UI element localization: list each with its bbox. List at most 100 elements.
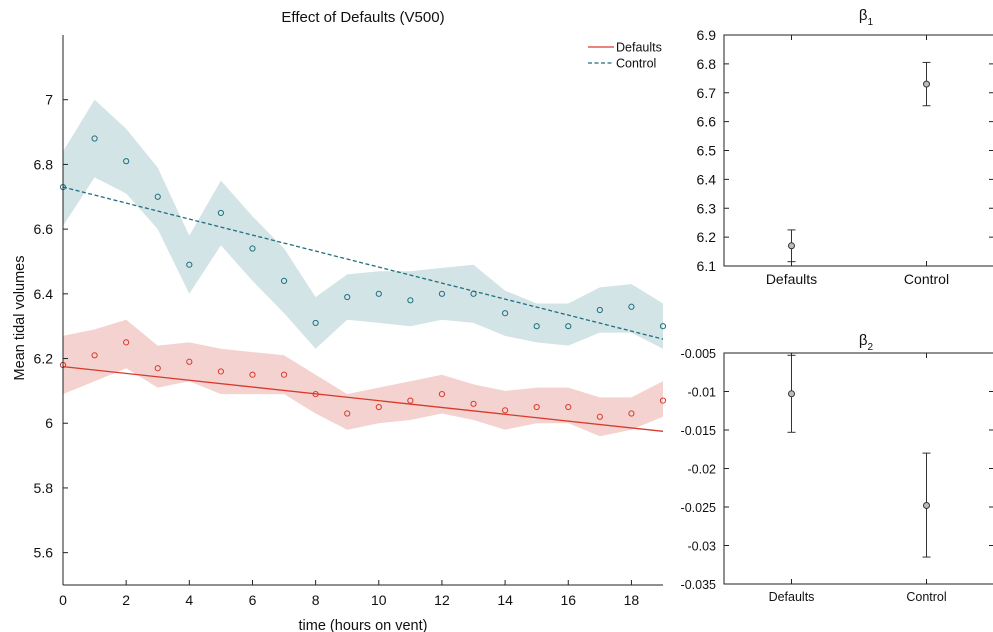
beta1-title-symbol: β	[859, 7, 868, 24]
control-point	[217, 209, 224, 217]
beta2-defaults-point	[788, 390, 795, 398]
beta2-x-tick-label: Defaults	[769, 590, 815, 604]
x-tick-label: 2	[122, 592, 130, 608]
control-trend-line	[62, 186, 664, 340]
y-tick-label: 6	[45, 415, 53, 431]
beta1-defaults-point	[788, 242, 795, 250]
beta2-chart: β2 -0.035 -0.03 -0.025 -0.02 -0.015 -0.01 -0.0…	[681, 332, 993, 604]
control-point	[280, 277, 288, 284]
beta1-x-tick-label: Control	[904, 271, 949, 287]
beta1-control-point	[923, 80, 930, 88]
beta1-y-tick-label: 6.1	[697, 258, 717, 274]
control-point	[312, 319, 319, 327]
defaults-point	[565, 403, 572, 411]
beta2-y-tick-label: -0.02	[688, 463, 717, 477]
defaults-point	[344, 410, 351, 417]
control-point	[91, 135, 98, 142]
y-tick-label: 7	[45, 92, 53, 108]
defaults-trend-line	[62, 365, 664, 432]
control-point	[502, 310, 509, 317]
beta1-y-tick-label: 6.8	[697, 56, 717, 72]
beta2-title-subscript: 2	[868, 342, 874, 353]
defaults-point	[628, 410, 635, 417]
x-tick-label: 16	[560, 592, 576, 608]
beta1-y-tick-label: 6.6	[697, 114, 717, 130]
beta2-y-tick-label: -0.035	[681, 578, 716, 592]
beta1-y-tick-label: 6.5	[697, 143, 717, 159]
beta2-y-tick-label: -0.03	[688, 540, 717, 554]
control-point	[249, 245, 256, 252]
x-tick-label: 4	[185, 592, 193, 608]
x-tick-label: 6	[249, 592, 257, 608]
defaults-point	[659, 397, 667, 404]
defaults-point	[186, 358, 193, 365]
beta1-y-tick-label: 6.4	[697, 171, 717, 187]
control-point	[154, 193, 161, 200]
defaults-point	[438, 391, 446, 398]
defaults-point	[154, 365, 161, 372]
x-tick-label: 18	[624, 592, 640, 608]
beta2-axes-box	[723, 352, 993, 585]
beta2-x-tick-label: Control	[906, 590, 946, 604]
beta1-y-tick-label: 6.2	[697, 229, 717, 245]
beta1-y-tick-label: 6.3	[697, 200, 717, 216]
beta1-axes-box	[723, 34, 993, 267]
control-point	[470, 290, 477, 297]
y-tick-label: 6.2	[34, 351, 54, 367]
beta1-chart: β1 6.1 6.2 6.3 6.4 6.5 6.6 6.7 6.8 6.9 Defaults Co…	[697, 7, 993, 287]
main-y-axis-label: Mean tidal volumes	[12, 256, 28, 381]
y-tick-label: 5.6	[34, 545, 54, 561]
legend: Defaults Control	[588, 41, 662, 71]
defaults-point	[502, 407, 509, 414]
beta1-y-tick-label: 6.7	[697, 85, 717, 101]
defaults-point	[407, 397, 414, 404]
beta2-control-point	[923, 501, 930, 509]
x-tick-label: 12	[434, 592, 450, 608]
beta2-y-tick-label: -0.01	[688, 386, 717, 400]
control-point	[628, 303, 635, 310]
defaults-point	[123, 339, 130, 346]
beta2-title: β2	[859, 332, 874, 353]
main-chart: Effect of Defaults (V500) 0 2 4 6 8 10 12 14 16 1…	[12, 9, 667, 632]
beta2-y-tick-label: -0.005	[681, 347, 716, 361]
defaults-point	[249, 371, 256, 378]
defaults-point	[280, 371, 288, 378]
y-tick-label: 6.6	[34, 221, 54, 237]
x-tick-label: 14	[497, 592, 513, 608]
defaults-point	[470, 400, 477, 407]
x-tick-label: 8	[312, 592, 320, 608]
control-point	[565, 323, 572, 330]
main-x-axis-label: time (hours on vent)	[299, 618, 428, 632]
beta1-x-tick-label: Defaults	[766, 271, 817, 287]
control-point	[438, 290, 446, 297]
beta1-y-tick-label: 6.9	[697, 27, 717, 43]
main-chart-title: Effect of Defaults (V500)	[281, 9, 444, 26]
y-tick-label: 6.4	[34, 286, 54, 302]
defaults-point	[312, 391, 319, 398]
control-point	[123, 158, 130, 165]
x-tick-label: 0	[59, 592, 67, 608]
defaults-point	[217, 368, 224, 375]
defaults-point	[91, 352, 98, 359]
control-point	[533, 323, 540, 330]
defaults-point	[596, 413, 603, 420]
control-point	[407, 297, 414, 304]
beta1-title: β1	[859, 7, 874, 28]
control-point	[344, 293, 351, 301]
legend-defaults-label: Defaults	[616, 41, 662, 55]
beta2-y-tick-label: -0.025	[681, 501, 716, 515]
control-point	[186, 261, 193, 268]
control-point	[659, 323, 667, 330]
legend-control-label: Control	[616, 57, 656, 71]
control-point	[375, 290, 382, 297]
x-tick-label: 10	[371, 592, 387, 608]
beta2-y-tick-label: -0.015	[681, 424, 716, 438]
control-point	[596, 306, 603, 314]
defaults-point	[533, 403, 540, 411]
beta2-title-symbol: β	[859, 332, 868, 349]
defaults-point	[375, 403, 382, 411]
control-confidence-band	[63, 99, 663, 349]
y-tick-label: 6.8	[34, 156, 54, 172]
defaults-confidence-band	[63, 319, 663, 437]
